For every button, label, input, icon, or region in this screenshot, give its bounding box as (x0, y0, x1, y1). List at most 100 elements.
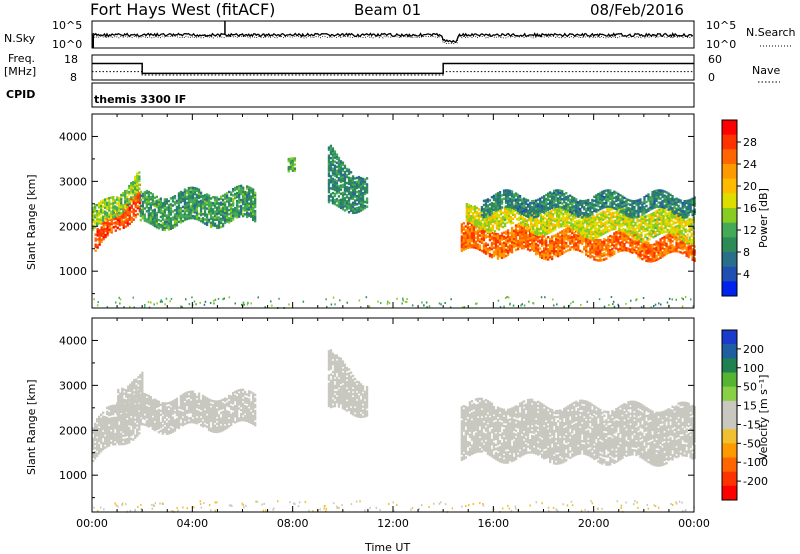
scatter-cell (238, 187, 241, 190)
scatter-cell (557, 189, 560, 192)
scatter-cell (512, 205, 516, 208)
scatter-cell (504, 195, 508, 198)
scatter-cell (347, 180, 351, 184)
scatter-cell (132, 185, 135, 188)
scatter-cell (661, 245, 664, 248)
scatter-cell (516, 241, 520, 245)
scatter-cell (652, 225, 655, 229)
scatter-cell (567, 228, 570, 232)
scatter-cell (141, 208, 145, 212)
scatter-cell (333, 172, 337, 176)
scatter-cell (539, 255, 542, 258)
scatter-cell (685, 248, 688, 251)
scatter-cell (492, 196, 496, 200)
scatter-cell (684, 238, 687, 241)
scatter-cell (526, 248, 530, 251)
scatter-cell (331, 198, 335, 201)
scatter-cell (112, 218, 115, 221)
scatter-cell (671, 211, 674, 214)
scatter-cell (674, 221, 677, 225)
scatter-cell (145, 191, 149, 195)
scatter-cell (112, 202, 115, 205)
ground-scatter-cell (161, 300, 163, 303)
scatter-cell (500, 250, 504, 253)
scatter-cell (467, 217, 471, 221)
scatter-cell (96, 440, 99, 443)
scatter-cell (577, 213, 580, 216)
scatter-cell (98, 212, 101, 215)
scatter-cell (663, 235, 666, 239)
scatter-cell (504, 238, 508, 242)
ground-scatter-cell (568, 304, 571, 307)
scatter-cell (468, 230, 472, 233)
scatter-cell (690, 228, 693, 232)
scatter-cell (608, 207, 611, 210)
scatter-cell (193, 199, 197, 202)
scatter-cell (203, 196, 207, 199)
scatter-cell (104, 440, 107, 443)
scatter-cell (487, 224, 491, 228)
scatter-cell (608, 221, 611, 224)
scatter-cell (209, 223, 213, 227)
scatter-cell (100, 234, 103, 237)
scatter-cell (550, 216, 553, 219)
scatter-cell (510, 230, 514, 234)
scatter-cell (484, 236, 488, 239)
scatter-cell (353, 209, 357, 212)
scatter-cell (591, 251, 594, 254)
scatter-cell (464, 225, 468, 228)
scatter-cell (571, 199, 574, 203)
scatter-cell (613, 234, 616, 237)
scatter-cell (472, 240, 476, 243)
scatter-cell (136, 176, 139, 180)
scatter-cell (238, 185, 241, 188)
scatter-cell (585, 213, 588, 217)
scatter-cell (634, 227, 637, 231)
scatter-cell (151, 199, 155, 202)
scatter-cell (474, 242, 478, 246)
scatter-cell (538, 233, 541, 237)
scatter-cell (543, 247, 546, 250)
scatter-cell (632, 230, 635, 234)
scatter-cell (460, 231, 464, 234)
scatter-cell (516, 197, 520, 201)
scatter-cell (492, 252, 496, 256)
ground-scatter-cell (119, 302, 121, 305)
scatter-cell (543, 257, 546, 260)
scatter-cell (563, 237, 566, 240)
scatter-cell (611, 251, 614, 255)
scatter-cell (613, 250, 616, 253)
scatter-cell (493, 213, 497, 217)
scatter-cell (465, 207, 469, 210)
scatter-cell (183, 194, 187, 197)
scatter-cell (597, 243, 600, 246)
scatter-cell (657, 189, 660, 192)
scatter-cell (656, 229, 659, 233)
scatter-cell (126, 210, 129, 213)
ground-scatter-cell (640, 306, 643, 309)
scatter-cell (572, 223, 575, 226)
scatter-cell (181, 193, 185, 197)
scatter-cell (250, 195, 253, 198)
scatter-cell (175, 199, 179, 203)
scatter-cell (621, 245, 624, 248)
scatter-cell (678, 218, 681, 221)
scatter-cell (643, 202, 646, 205)
scatter-cell (656, 209, 659, 212)
scatter-cell (128, 222, 131, 226)
scatter-cell (620, 218, 623, 222)
scatter-cell (645, 251, 648, 254)
scatter-cell (674, 229, 677, 233)
scatter-cell (603, 238, 606, 241)
scatter-cell (136, 204, 139, 208)
scatter-cell (561, 242, 564, 245)
scatter-cell (559, 201, 562, 205)
scatter-cell (518, 233, 522, 236)
scatter-cell (104, 206, 107, 209)
scatter-cell (482, 215, 486, 219)
scatter-cell (647, 193, 650, 196)
nave-label: Nave (752, 64, 781, 77)
scatter-cell (482, 232, 486, 236)
scatter-cell (167, 216, 171, 219)
scatter-cell (355, 198, 359, 202)
